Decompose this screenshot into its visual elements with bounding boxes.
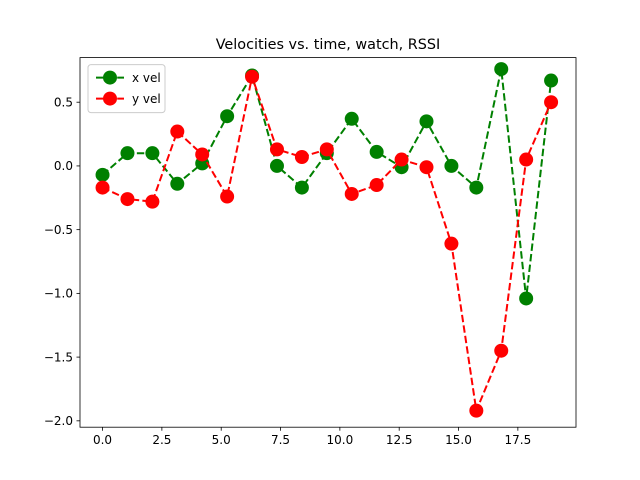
data-point-y-vel bbox=[369, 178, 384, 193]
legend-marker bbox=[103, 91, 117, 106]
x-axis: 0.0 2.5 5.0 7.5 10.0 12.5 15.0 17.5 bbox=[93, 427, 531, 447]
x-tick-label: 17.5 bbox=[504, 433, 531, 447]
data-point-x-vel bbox=[494, 62, 509, 77]
x-tick-label: 7.5 bbox=[271, 433, 290, 447]
data-point-y-vel bbox=[394, 152, 409, 167]
series-line-y-vel bbox=[102, 72, 552, 415]
data-point-y-vel bbox=[519, 152, 534, 167]
data-point-y-vel bbox=[220, 189, 235, 204]
data-point-y-vel bbox=[344, 186, 359, 201]
data-point-x-vel bbox=[469, 180, 484, 195]
y-tick-label: −1.5 bbox=[44, 350, 73, 364]
data-point-y-vel bbox=[444, 236, 459, 251]
legend-label: x vel bbox=[132, 71, 161, 85]
y-axis: −2.0 −1.5 −1.0 −0.5 0.0 0.5 bbox=[44, 96, 80, 428]
data-point-y-vel bbox=[245, 69, 260, 84]
legend-marker bbox=[103, 70, 117, 85]
x-tick-label: 15.0 bbox=[445, 433, 472, 447]
x-tick-label: 2.5 bbox=[152, 433, 171, 447]
legend: x vel y vel bbox=[87, 64, 166, 114]
chart-title: Velocities vs. time, watch, RSSI bbox=[216, 37, 441, 53]
data-point-x-vel bbox=[220, 109, 235, 124]
y-tick-label: −1.0 bbox=[44, 287, 73, 301]
legend-entry-x-vel: x vel bbox=[96, 70, 161, 85]
data-point-x-vel bbox=[120, 146, 135, 161]
data-point-y-vel bbox=[170, 124, 185, 139]
data-point-y-vel bbox=[120, 192, 135, 207]
y-tick-label: 0.0 bbox=[54, 159, 73, 173]
data-point-y-vel bbox=[419, 160, 434, 175]
data-point-y-vel bbox=[145, 194, 160, 209]
data-point-y-vel bbox=[269, 142, 284, 157]
data-point-x-vel bbox=[145, 146, 160, 161]
data-point-x-vel bbox=[344, 111, 359, 126]
series-line-x-vel bbox=[101, 68, 553, 299]
data-point-x-vel bbox=[95, 167, 110, 182]
data-point-y-vel bbox=[494, 343, 509, 358]
x-tick-label: 12.5 bbox=[386, 433, 413, 447]
data-point-y-vel bbox=[195, 147, 210, 162]
x-tick-label: 5.0 bbox=[212, 433, 231, 447]
x-tick-label: 10.0 bbox=[327, 433, 354, 447]
data-point-y-vel bbox=[294, 150, 309, 165]
data-point-y-vel bbox=[319, 142, 334, 157]
data-point-x-vel bbox=[294, 180, 309, 195]
data-point-y-vel bbox=[469, 403, 484, 418]
axes-frame bbox=[79, 57, 577, 428]
x-tick-label: 0.0 bbox=[93, 433, 112, 447]
legend-entry-y-vel: y vel bbox=[96, 91, 161, 106]
y-tick-label: −2.0 bbox=[44, 414, 73, 428]
data-point-x-vel bbox=[369, 144, 384, 159]
plot-area bbox=[95, 62, 559, 418]
legend-label: y vel bbox=[132, 92, 161, 106]
series-y-vel bbox=[95, 69, 559, 418]
y-tick-label: 0.5 bbox=[54, 96, 73, 110]
data-point-x-vel bbox=[544, 73, 559, 88]
data-point-x-vel bbox=[519, 291, 534, 306]
data-point-x-vel bbox=[444, 158, 459, 173]
data-point-x-vel bbox=[170, 176, 185, 191]
data-point-x-vel bbox=[269, 158, 284, 173]
data-point-x-vel bbox=[419, 114, 434, 129]
y-tick-label: −0.5 bbox=[44, 223, 73, 237]
data-point-y-vel bbox=[95, 180, 110, 195]
data-point-y-vel bbox=[544, 95, 559, 110]
